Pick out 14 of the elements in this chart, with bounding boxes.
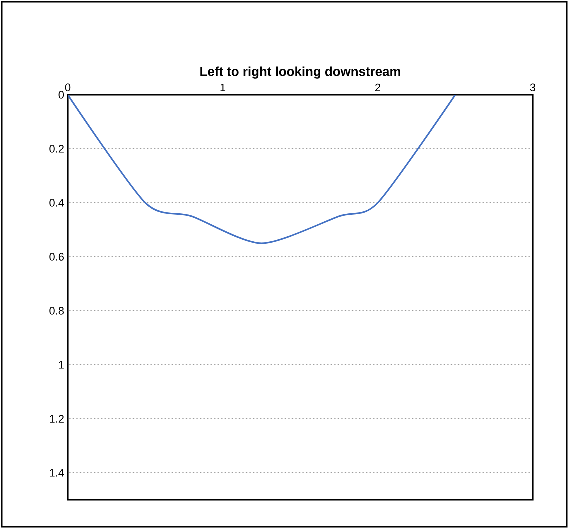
y-tick-label: 0 — [58, 91, 64, 99]
y-tick-label: 0.8 — [50, 307, 64, 315]
x-tick-label: 1 — [220, 84, 226, 92]
x-axis-title: Left to right looking downstream — [200, 66, 400, 79]
y-tick-label: 0.2 — [50, 145, 64, 153]
x-tick-label: 0 — [65, 84, 71, 92]
x-tick-label: 2 — [376, 84, 380, 92]
y-tick-label: 1.2 — [50, 415, 64, 423]
y-tick-label: 1.4 — [50, 469, 64, 477]
y-tick-label: 0.6 — [50, 253, 64, 261]
y-tick-label: 1 — [59, 361, 64, 369]
y-tick-label: 0.4 — [50, 199, 64, 207]
line-series — [68, 95, 456, 244]
x-tick-label: 3 — [530, 84, 536, 92]
